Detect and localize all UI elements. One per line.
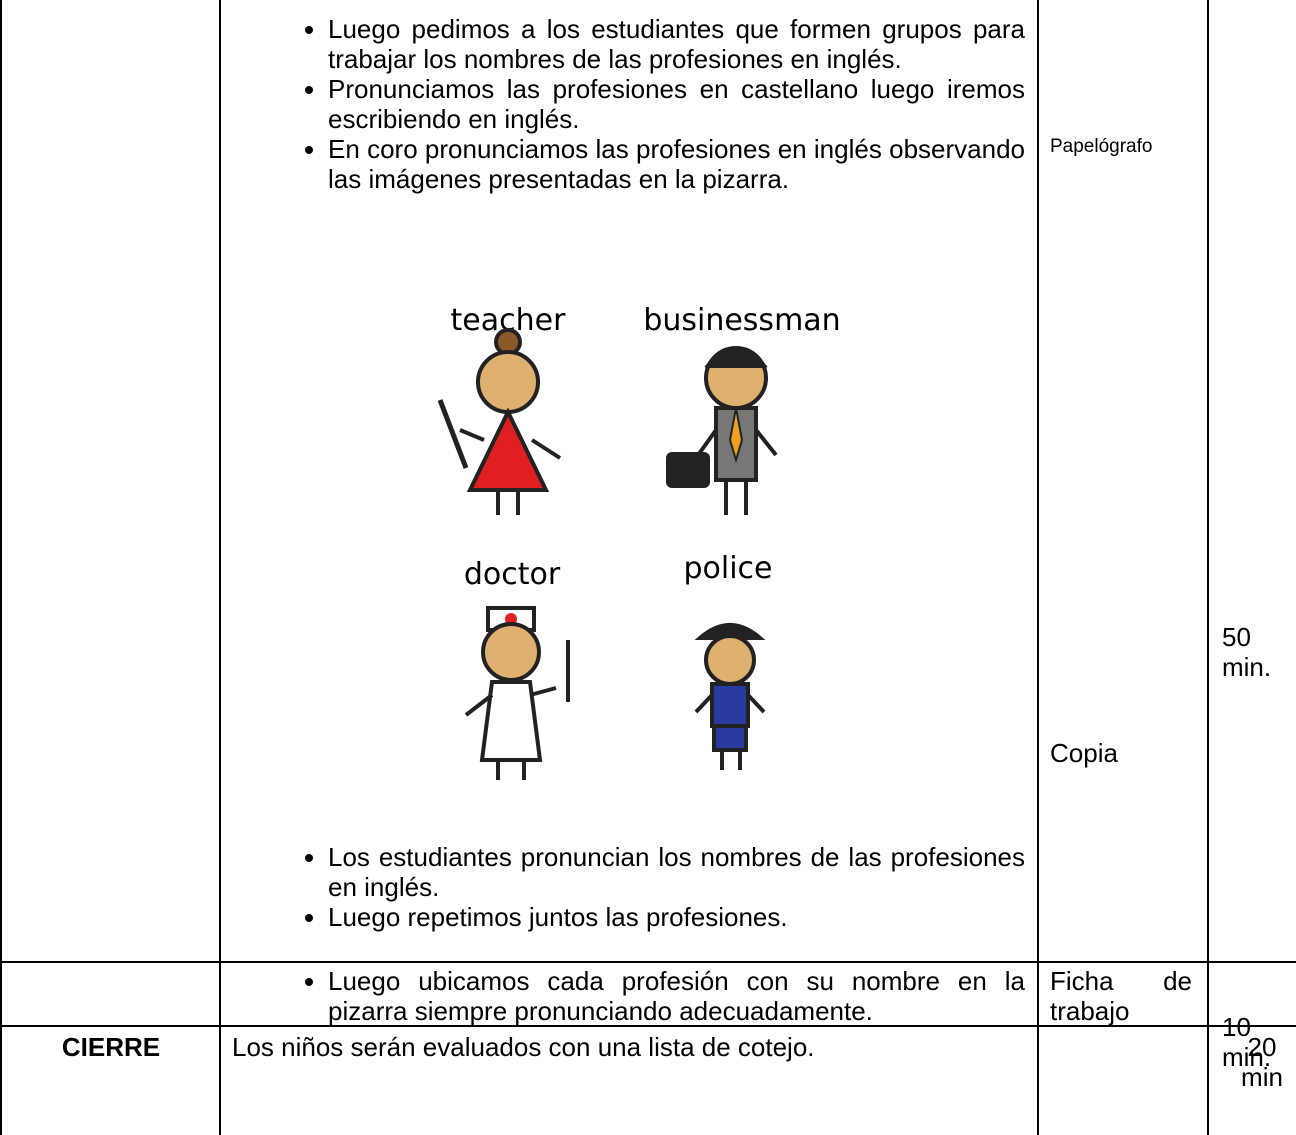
resource: Copia	[1050, 738, 1118, 768]
cell-text: Los niños serán evaluados con una lista …	[232, 1032, 815, 1062]
bullet: Los estudiantes pronuncian los nombres d…	[328, 842, 1025, 902]
bullet: Luego pedimos a los estudiantes que form…	[328, 14, 1025, 74]
police-figure	[694, 623, 766, 770]
bullet-list: Luego ubicamos cada profesión con su nom…	[280, 966, 1025, 1026]
border	[1037, 0, 1039, 1135]
border	[1207, 0, 1209, 1135]
bullet: Luego ubicamos cada profesión con su nom…	[328, 966, 1025, 1026]
time: 20 min	[1241, 1032, 1283, 1092]
professions-image: teacher businessman doctor police	[437, 303, 841, 780]
time: 10 min.	[1222, 1012, 1272, 1072]
bullet: En coro pronunciamos las profesiones en …	[328, 134, 1025, 194]
teacher-figure	[437, 328, 562, 515]
bullet: Luego repetimos juntos las profesiones.	[328, 902, 1025, 932]
time: 50 min.	[1222, 622, 1272, 682]
resource: Ficha de trabajo	[1050, 966, 1192, 1026]
border	[0, 1025, 1296, 1027]
border	[0, 961, 1296, 963]
stage: CIERRE	[61, 1032, 161, 1062]
border	[0, 0, 2, 1135]
bullet-list: Luego pedimos a los estudiantes que form…	[280, 14, 1025, 194]
image-label: businessman	[643, 303, 840, 338]
bullet-list: Los estudiantes pronuncian los nombres d…	[280, 842, 1025, 932]
image-label: police	[683, 551, 772, 586]
image-label: doctor	[464, 557, 561, 592]
businessman-figure	[666, 346, 778, 515]
doctor-figure	[464, 606, 570, 780]
border	[219, 0, 221, 1135]
resource: Papelógrafo	[1050, 136, 1153, 157]
bullet: Pronunciamos las profesiones en castella…	[328, 74, 1025, 134]
